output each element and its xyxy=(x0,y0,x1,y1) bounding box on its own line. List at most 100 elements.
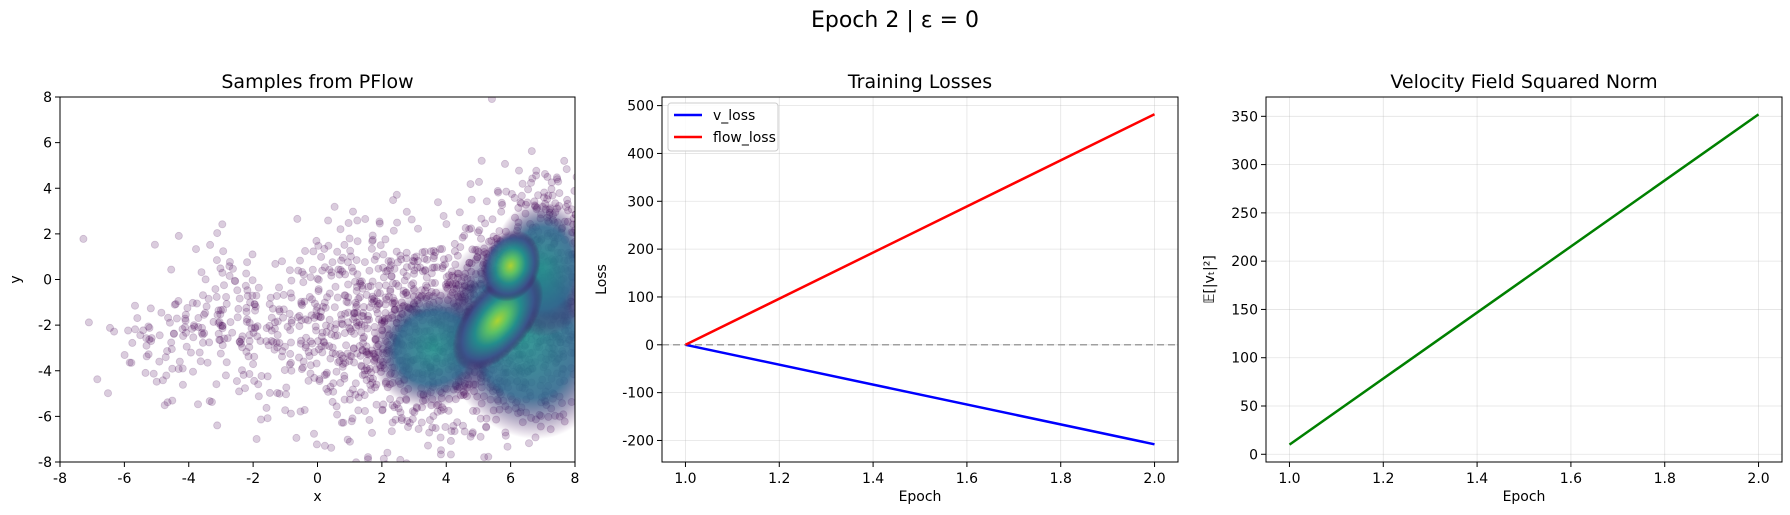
scatter-point xyxy=(421,265,430,274)
scatter-point xyxy=(174,296,183,305)
scatter-point xyxy=(413,263,422,272)
scatter-point xyxy=(242,317,251,326)
scatter-point xyxy=(79,234,88,243)
scatter-point xyxy=(393,218,402,227)
losses-panel: Training Losses 1.0 1.2 1.4 1.6 1.8 2.0 -200 -1… xyxy=(594,71,1179,505)
scatter-point xyxy=(507,189,516,198)
scatter-point xyxy=(222,292,231,301)
scatter-point xyxy=(192,299,201,308)
scatter-point xyxy=(188,298,197,307)
scatter-point xyxy=(402,272,411,281)
scatter-point xyxy=(357,362,366,371)
scatter-point xyxy=(355,342,364,351)
scatter-point xyxy=(225,262,234,271)
scatter-point xyxy=(312,306,321,315)
scatter-point xyxy=(164,313,173,322)
scatter-point xyxy=(544,191,553,200)
scatter-point xyxy=(263,372,272,381)
scatter-point xyxy=(317,332,326,341)
scatter-point xyxy=(232,377,241,386)
scatter-point xyxy=(430,278,439,287)
scatter-point xyxy=(269,337,278,346)
scatter-point xyxy=(249,360,258,369)
scatter-point xyxy=(222,358,231,367)
losses-xtick-label: 1.4 xyxy=(862,471,884,487)
scatter-point xyxy=(301,246,310,255)
scatter-point xyxy=(106,323,115,332)
scatter-xtick-label: 8 xyxy=(571,471,580,487)
scatter-point xyxy=(302,333,311,342)
scatter-point xyxy=(547,185,556,194)
scatter-point xyxy=(362,356,371,365)
scatter-point xyxy=(344,298,353,307)
scatter-point xyxy=(392,279,401,288)
velocity-xtick-label: 1.8 xyxy=(1654,471,1676,487)
scatter-point xyxy=(372,305,381,314)
scatter-point xyxy=(244,352,253,361)
scatter-point xyxy=(275,389,284,398)
scatter-point xyxy=(394,404,403,413)
scatter-point xyxy=(246,298,255,307)
scatter-point xyxy=(212,256,221,265)
scatter-point xyxy=(216,335,225,344)
scatter-xlabel: x xyxy=(313,489,321,505)
scatter-point xyxy=(379,250,388,259)
scatter-point xyxy=(354,294,363,303)
scatter-point xyxy=(327,443,336,452)
scatter-ytick-label: -2 xyxy=(38,318,52,334)
scatter-point xyxy=(325,315,334,324)
scatter-point xyxy=(257,371,266,380)
scatter-point xyxy=(326,354,335,363)
scatter-point xyxy=(271,318,280,327)
scatter-point xyxy=(378,406,387,415)
scatter-point xyxy=(384,292,393,301)
scatter-point xyxy=(349,308,358,317)
scatter-point xyxy=(333,410,342,419)
scatter-point xyxy=(480,453,489,462)
scatter-point xyxy=(528,174,537,183)
scatter-point xyxy=(174,231,183,240)
scatter-point xyxy=(292,433,301,442)
scatter-point xyxy=(313,274,322,283)
scatter-point xyxy=(344,293,353,302)
scatter-point xyxy=(381,293,390,302)
scatter-point xyxy=(368,277,377,286)
scatter-point xyxy=(312,326,321,335)
scatter-point xyxy=(204,294,213,303)
scatter-point xyxy=(363,311,372,320)
scatter-point xyxy=(329,387,338,396)
scatter-point xyxy=(373,288,382,297)
scatter-point xyxy=(330,303,339,312)
scatter-point xyxy=(297,365,306,374)
scatter-point xyxy=(368,231,377,240)
scatter-point xyxy=(360,366,369,375)
scatter-point xyxy=(167,338,176,347)
scatter-point xyxy=(316,313,325,322)
scatter-point xyxy=(197,323,206,332)
scatter-point xyxy=(364,455,372,462)
scatter-point xyxy=(344,218,353,227)
scatter-point xyxy=(408,407,417,416)
scatter-point xyxy=(347,417,356,426)
scatter-point xyxy=(211,285,220,294)
scatter-point xyxy=(350,329,359,338)
scatter-point xyxy=(174,364,183,373)
scatter-point xyxy=(345,395,354,404)
scatter-point xyxy=(198,338,207,347)
scatter-point xyxy=(410,408,419,417)
scatter-point xyxy=(285,266,294,275)
scatter-point xyxy=(238,332,247,341)
scatter-point xyxy=(328,349,337,358)
series-line-flow_loss xyxy=(684,113,1156,346)
scatter-point xyxy=(339,359,348,368)
velocity-ytick-label: 250 xyxy=(1231,206,1258,222)
scatter-point xyxy=(341,358,350,367)
scatter-point xyxy=(363,315,372,324)
scatter-point xyxy=(408,256,417,265)
velocity-title: Velocity Field Squared Norm xyxy=(1390,71,1657,93)
scatter-point xyxy=(456,243,465,252)
scatter-point xyxy=(342,341,351,350)
scatter-point xyxy=(172,314,181,323)
scatter-point xyxy=(430,251,439,260)
scatter-point xyxy=(325,265,334,274)
